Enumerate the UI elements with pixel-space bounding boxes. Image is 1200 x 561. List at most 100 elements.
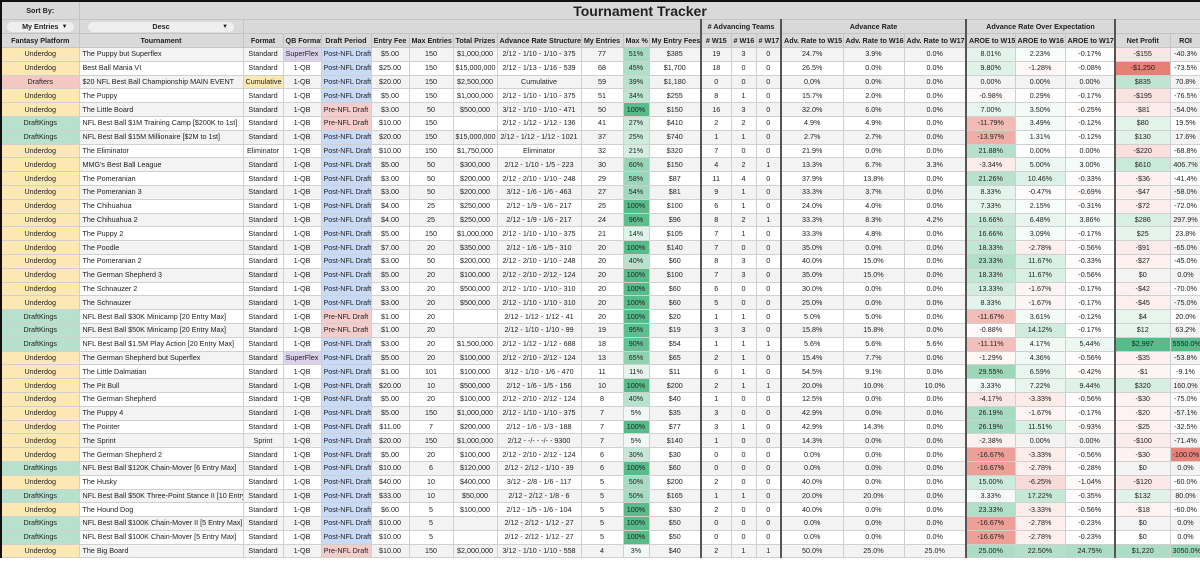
tournament-cell[interactable]: The Pointer bbox=[78, 419, 244, 435]
aroe-w15-cell: 3.33% bbox=[965, 488, 1016, 504]
tournament-cell[interactable]: The Pomeranian bbox=[78, 171, 244, 186]
tournament-cell[interactable]: The Little Board bbox=[78, 102, 244, 117]
format-cell: Standard bbox=[242, 336, 284, 352]
aroe-w17-cell: 3.86% bbox=[1064, 212, 1116, 228]
tournament-cell[interactable]: The Pomeranian 2 bbox=[78, 253, 244, 269]
column-header-draft-period[interactable]: Draft Period bbox=[320, 33, 372, 48]
tournament-cell[interactable]: The Little Dalmatian bbox=[78, 364, 244, 380]
tournament-cell[interactable]: The German Shepherd 3 bbox=[78, 267, 244, 283]
aroe-w17-cell: -0.17% bbox=[1064, 47, 1116, 62]
tournament-cell[interactable]: The Hound Dog bbox=[78, 502, 244, 518]
column-header-advance-rate-structure[interactable]: Advance Rate Structure bbox=[496, 33, 582, 48]
column-header-max-pct[interactable]: Max % bbox=[622, 33, 650, 48]
entry-fee-cell: $1.00 bbox=[370, 322, 410, 338]
tournament-cell[interactable]: The Puppy bbox=[78, 88, 244, 104]
tournament-cell[interactable]: NFL Best Ball $50K Three-Point Stance II… bbox=[78, 488, 244, 504]
draft-period-cell: Post-NFL Draft bbox=[320, 433, 372, 449]
column-header-entry-fee[interactable]: Entry Fee bbox=[370, 33, 410, 48]
column-header-max-entries[interactable]: Max Entries bbox=[408, 33, 454, 48]
platform-cell: Underdog bbox=[0, 281, 80, 297]
adv-rate-w16-cell: 0.0% bbox=[842, 281, 905, 297]
column-header-platform[interactable]: Fantasy Platform bbox=[0, 33, 80, 48]
tournament-cell[interactable]: The German Shepherd 2 bbox=[78, 447, 244, 462]
column-header-adv-rate-w17[interactable]: Adv. Rate to W17 bbox=[903, 33, 967, 48]
tournament-cell[interactable]: The Schnauzer bbox=[78, 295, 244, 311]
aroe-w17-cell: -0.25% bbox=[1064, 102, 1116, 117]
tournament-cell[interactable]: The Chihuahua 2 bbox=[78, 212, 244, 228]
tournament-cell[interactable]: The Pomeranian 3 bbox=[78, 184, 244, 200]
column-header-adv-rate-w16[interactable]: Adv. Rate to W16 bbox=[842, 33, 905, 48]
tournament-cell[interactable]: NFL Best Ball $1M Training Camp [$200K t… bbox=[78, 115, 244, 131]
tournament-cell[interactable]: NFL Best Ball $1.5M Play Action [20 Entr… bbox=[78, 336, 244, 352]
sort-order-dropdown[interactable]: Desc ▼ bbox=[87, 21, 235, 32]
entry-fee-cell: $5.00 bbox=[370, 157, 410, 173]
tournament-cell[interactable]: NFL Best Ball $15M Millionaire [$2M to 1… bbox=[78, 129, 244, 145]
column-header-w16-count[interactable]: # W16 bbox=[730, 33, 757, 48]
table-row: Underdog The German Shepherd Standard 1-QB P… bbox=[0, 391, 1200, 407]
total-prizes-cell: $200,000 bbox=[452, 419, 498, 435]
column-header-format[interactable]: Format bbox=[242, 33, 284, 48]
w17-count-cell: 1 bbox=[755, 157, 782, 173]
qb-format-cell: 1-QB bbox=[282, 60, 322, 76]
tournament-cell[interactable]: The German Shepherd but Superflex bbox=[78, 350, 244, 366]
column-header-net-profit[interactable]: Net Profit bbox=[1114, 33, 1171, 48]
aroe-w17-cell: -0.12% bbox=[1064, 309, 1116, 324]
net-profit-cell: $1,220 bbox=[1114, 543, 1171, 559]
aroe-w15-cell: 21.26% bbox=[965, 171, 1016, 186]
tournament-cell[interactable]: The Poodle bbox=[78, 240, 244, 255]
w17-count-cell: 0 bbox=[755, 198, 782, 214]
tournament-cell[interactable]: The Big Board bbox=[78, 543, 244, 559]
column-header-tournament[interactable]: Tournament bbox=[78, 33, 244, 48]
tournament-cell[interactable]: NFL Best Ball $100K Chain-Mover II [5 En… bbox=[78, 516, 244, 531]
sort-field-dropdown[interactable]: My Entries ▼ bbox=[6, 21, 74, 32]
my-entries-cell: 51 bbox=[580, 88, 624, 104]
total-prizes-cell: $1,500,000 bbox=[452, 336, 498, 352]
column-header-aroe-w17[interactable]: AROE to W17 bbox=[1064, 33, 1116, 48]
column-header-qb-format[interactable]: QB Format bbox=[282, 33, 322, 48]
tournament-cell[interactable]: $20 NFL Best Ball Championship MAIN EVEN… bbox=[78, 74, 244, 90]
tournament-cell[interactable]: NFL Best Ball $100K Chain-Mover [5 Entry… bbox=[78, 529, 244, 545]
w16-count-cell: 1 bbox=[730, 184, 757, 200]
tournament-cell[interactable]: The Schnauzer 2 bbox=[78, 281, 244, 297]
column-header-my-entries[interactable]: My Entries bbox=[580, 33, 624, 48]
tournament-cell[interactable]: NFL Best Ball $50K Minicamp [20 Entry Ma… bbox=[78, 322, 244, 338]
tournament-cell[interactable]: The Chihuahua bbox=[78, 198, 244, 214]
entry-fee-cell: $10.00 bbox=[370, 460, 410, 476]
my-entry-fees-cell: $1,700 bbox=[648, 60, 702, 76]
column-header-aroe-w16[interactable]: AROE to W16 bbox=[1014, 33, 1066, 48]
adv-rate-w17-cell: 0.0% bbox=[903, 88, 967, 104]
column-header-adv-rate-w15[interactable]: Adv. Rate to W15 bbox=[780, 33, 844, 48]
column-header-w17-count[interactable]: # W17 bbox=[755, 33, 782, 48]
entry-fee-cell: $3.00 bbox=[370, 295, 410, 311]
tournament-cell[interactable]: The Pit Bull bbox=[78, 378, 244, 393]
adv-rate-w15-cell: 12.5% bbox=[780, 391, 844, 407]
tournament-cell[interactable]: MMG's Best Ball League bbox=[78, 157, 244, 173]
tournament-cell[interactable]: The Puppy 2 bbox=[78, 226, 244, 242]
max-entries-cell: 150 bbox=[408, 433, 454, 449]
column-header-my-entry-fees[interactable]: My Entry Fees bbox=[648, 33, 702, 48]
column-header-aroe-w15[interactable]: AROE to W15 bbox=[965, 33, 1016, 48]
aroe-w15-cell: -4.17% bbox=[965, 391, 1016, 407]
w16-count-cell: 1 bbox=[730, 350, 757, 366]
aroe-w15-cell: 8.01% bbox=[965, 47, 1016, 62]
adv-rate-w15-cell: 37.9% bbox=[780, 171, 844, 186]
entry-fee-cell: $20.00 bbox=[370, 433, 410, 449]
tournament-cell[interactable]: NFL Best Ball $120K Chain-Mover [6 Entry… bbox=[78, 460, 244, 476]
tournament-cell[interactable]: The Puppy but Superflex bbox=[78, 47, 244, 62]
tournament-cell[interactable]: The German Shepherd bbox=[78, 391, 244, 407]
tournament-cell[interactable]: The Eliminator bbox=[78, 143, 244, 159]
adv-rate-w15-cell: 21.9% bbox=[780, 143, 844, 159]
w15-count-cell: 2 bbox=[700, 350, 732, 366]
tournament-cell[interactable]: Best Ball Mania VI bbox=[78, 60, 244, 76]
column-header-w15-count[interactable]: # W15 bbox=[700, 33, 732, 48]
tournament-cell[interactable]: The Sprint bbox=[78, 433, 244, 449]
platform-cell: Underdog bbox=[0, 447, 80, 462]
tournament-cell[interactable]: NFL Best Ball $30K Minicamp [20 Entry Ma… bbox=[78, 309, 244, 324]
column-header-roi[interactable]: ROI bbox=[1169, 33, 1200, 48]
column-header-total-prizes[interactable]: Total Prizes bbox=[452, 33, 498, 48]
my-entries-cell: 20 bbox=[580, 253, 624, 269]
tournament-cell[interactable]: The Puppy 4 bbox=[78, 405, 244, 421]
adv-rate-w16-cell: 0.0% bbox=[842, 516, 905, 531]
max-pct-cell: 3% bbox=[622, 543, 650, 559]
tournament-cell[interactable]: The Husky bbox=[78, 474, 244, 490]
